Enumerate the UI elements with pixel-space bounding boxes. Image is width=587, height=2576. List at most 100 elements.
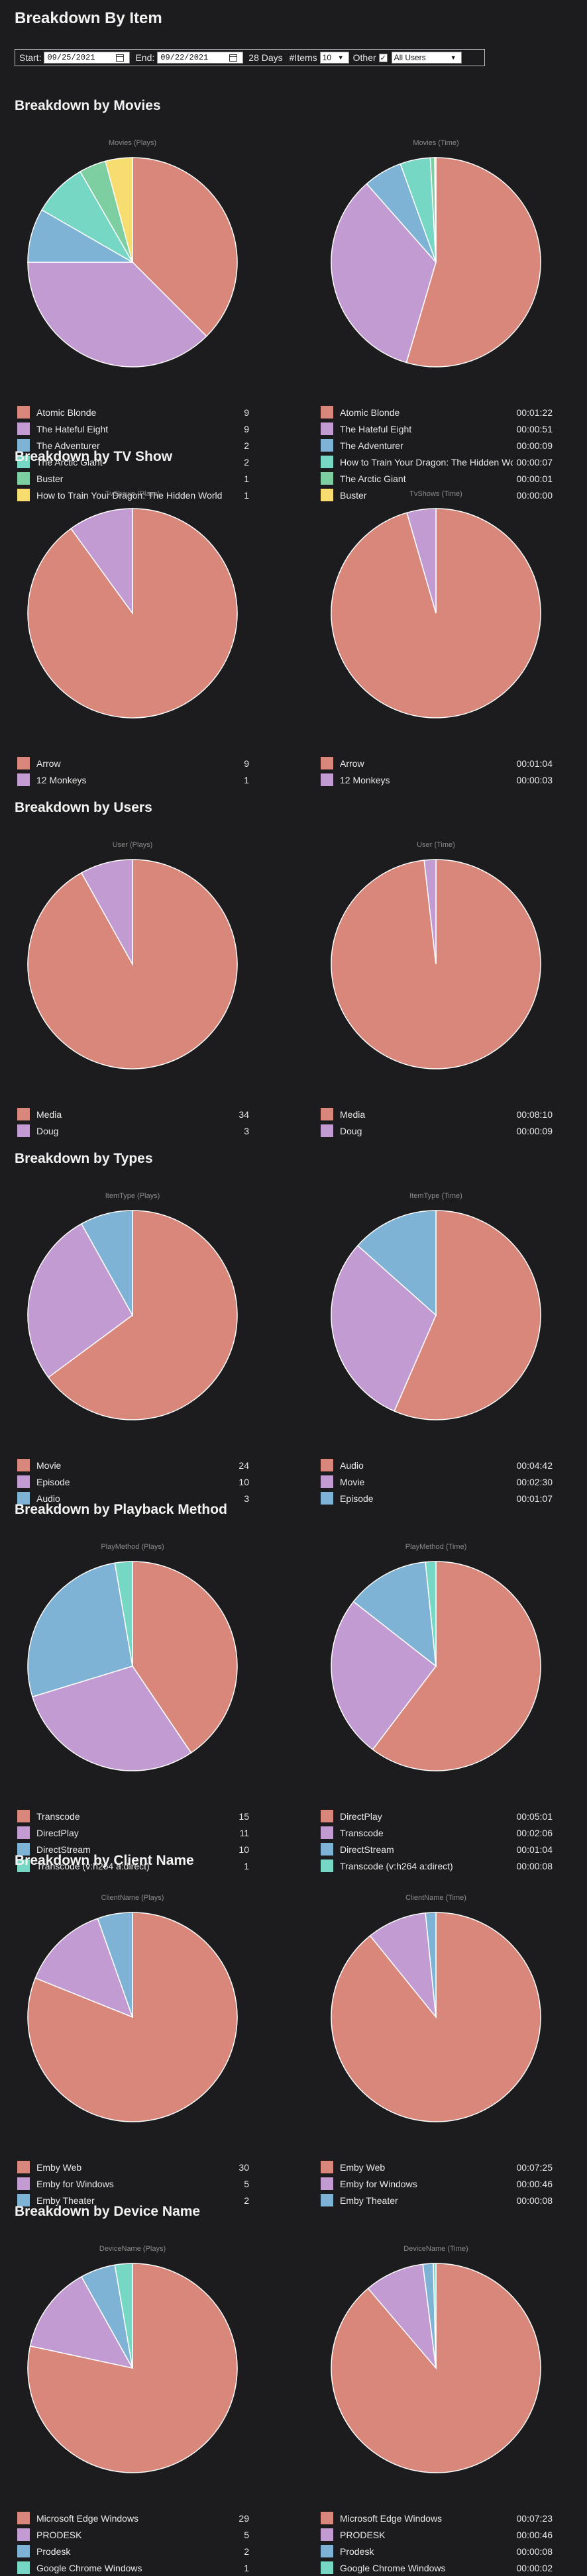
items-select[interactable]: 10 ▼ bbox=[319, 52, 349, 64]
legend-swatch bbox=[17, 2177, 30, 2190]
pie-slice[interactable] bbox=[132, 157, 238, 337]
legend-row[interactable]: Media 00:08:10 bbox=[321, 1106, 553, 1122]
end-date-input[interactable]: 09/22/2021 bbox=[157, 52, 244, 64]
pie-slice[interactable] bbox=[406, 508, 437, 614]
start-date-input[interactable]: 09/25/2021 bbox=[44, 52, 131, 64]
legend-row[interactable]: Transcode (v:h264 a:direct) 00:00:08 bbox=[321, 1858, 553, 1874]
pie-slice[interactable] bbox=[367, 2263, 437, 2370]
legend-row[interactable]: Emby Web 30 bbox=[17, 2159, 249, 2175]
legend-row[interactable]: Audio 3 bbox=[17, 1490, 249, 1507]
pie-slice[interactable] bbox=[47, 1210, 238, 1420]
legend-row[interactable]: The Adventurer 00:00:09 bbox=[321, 437, 553, 454]
legend-row[interactable]: Emby Theater 00:00:08 bbox=[321, 2192, 553, 2208]
pie-slice[interactable] bbox=[331, 1601, 437, 1750]
pie-slice[interactable] bbox=[405, 157, 541, 368]
pie-slice[interactable] bbox=[356, 1210, 437, 1316]
pie-slice[interactable] bbox=[425, 1912, 437, 2018]
pie-slice[interactable] bbox=[27, 262, 207, 368]
pie-slice[interactable] bbox=[352, 1561, 437, 1667]
legend-row[interactable]: Doug 3 bbox=[17, 1122, 249, 1139]
pie-slice[interactable] bbox=[331, 183, 437, 364]
legend-row[interactable]: DirectPlay 11 bbox=[17, 1824, 249, 1841]
legend-row[interactable]: Emby Theater 2 bbox=[17, 2192, 249, 2208]
legend-row[interactable]: PRODESK 00:00:46 bbox=[321, 2526, 553, 2543]
legend-row[interactable]: 12 Monkeys 1 bbox=[17, 771, 249, 788]
pie-slice[interactable] bbox=[331, 1244, 437, 1412]
legend-row[interactable]: Doug 00:00:09 bbox=[321, 1122, 553, 1139]
pie-slice[interactable] bbox=[423, 859, 437, 965]
legend-row[interactable]: PRODESK 5 bbox=[17, 2526, 249, 2543]
pie-slice[interactable] bbox=[29, 2276, 134, 2369]
pie-slice[interactable] bbox=[105, 157, 133, 263]
legend-row[interactable]: Emby for Windows 5 bbox=[17, 2175, 249, 2192]
legend-row[interactable]: Arrow 00:01:04 bbox=[321, 755, 553, 771]
pie-slice[interactable] bbox=[80, 859, 133, 966]
pie-slice[interactable] bbox=[394, 1210, 541, 1420]
legend-value: 00:01:22 bbox=[516, 407, 553, 418]
legend-row[interactable]: Emby Web 00:07:25 bbox=[321, 2159, 553, 2175]
legend-row[interactable]: Atomic Blonde 9 bbox=[17, 404, 249, 421]
legend-row[interactable]: The Adventurer 2 bbox=[17, 437, 249, 454]
legend-row[interactable]: Transcode (v:h264 a:direct) 1 bbox=[17, 1858, 249, 1874]
pie-slice[interactable] bbox=[27, 1223, 133, 1379]
pie-slice[interactable] bbox=[27, 1912, 238, 2122]
legend-value: 00:00:46 bbox=[516, 2529, 553, 2540]
legend-row[interactable]: Episode 00:01:07 bbox=[321, 1490, 553, 1507]
legend-row[interactable]: Microsoft Edge Windows 29 bbox=[17, 2510, 249, 2526]
pie-slice[interactable] bbox=[34, 1918, 134, 2018]
legend-row[interactable]: Emby for Windows 00:00:46 bbox=[321, 2175, 553, 2192]
pie-slice[interactable] bbox=[433, 2263, 437, 2369]
legend-row[interactable]: How to Train Your Dragon: The Hidden Wor… bbox=[17, 487, 249, 503]
legend-value: 00:05:01 bbox=[516, 1810, 553, 1822]
legend-row[interactable]: How to Train Your Dragon: The Hidden Wor… bbox=[321, 454, 553, 470]
legend-row[interactable]: The Hateful Eight 9 bbox=[17, 421, 249, 437]
other-checkbox[interactable]: ✓ bbox=[378, 53, 388, 62]
pie-slice[interactable] bbox=[132, 1561, 238, 1754]
legend-row[interactable]: Atomic Blonde 00:01:22 bbox=[321, 404, 553, 421]
legend-row[interactable]: DirectPlay 00:05:01 bbox=[321, 1808, 553, 1824]
calendar-icon[interactable] bbox=[116, 54, 125, 62]
legend-row[interactable]: Google Chrome Windows 1 bbox=[17, 2559, 249, 2576]
users-select[interactable]: All Users ▼ bbox=[391, 52, 462, 64]
pie-slice[interactable] bbox=[27, 1562, 133, 1698]
calendar-icon[interactable] bbox=[229, 54, 238, 62]
legend-row[interactable]: Prodesk 2 bbox=[17, 2543, 249, 2559]
legend-row[interactable]: The Hateful Eight 00:00:51 bbox=[321, 421, 553, 437]
pie-slice[interactable] bbox=[372, 1561, 541, 1771]
pie-slice[interactable] bbox=[31, 1665, 192, 1771]
legend-row[interactable]: DirectStream 00:01:04 bbox=[321, 1841, 553, 1858]
legend-row[interactable]: Transcode 00:02:06 bbox=[321, 1824, 553, 1841]
legend-row[interactable]: Microsoft Edge Windows 00:07:23 bbox=[321, 2510, 553, 2526]
legend-swatch bbox=[321, 1124, 333, 1137]
legend-row[interactable]: Audio 00:04:42 bbox=[321, 1457, 553, 1473]
legend-row[interactable]: Movie 00:02:30 bbox=[321, 1473, 553, 1490]
legend-row[interactable]: Buster 00:00:00 bbox=[321, 487, 553, 503]
legend-row[interactable]: Transcode 15 bbox=[17, 1808, 249, 1824]
pie-slice[interactable] bbox=[70, 508, 133, 615]
legend-value: 1 bbox=[244, 774, 249, 785]
page-title: Breakdown By Item bbox=[15, 9, 162, 27]
legend-row[interactable]: Media 34 bbox=[17, 1106, 249, 1122]
legend-label: Microsoft Edge Windows bbox=[36, 2512, 139, 2524]
pie-slice[interactable] bbox=[425, 1561, 437, 1667]
section-title: Breakdown by Playback Method bbox=[15, 1502, 227, 1517]
chart-title: Movies (Plays) bbox=[108, 139, 157, 147]
end-date-value: 09/22/2021 bbox=[160, 53, 209, 62]
pie-slice[interactable] bbox=[369, 1912, 437, 2019]
pie-slice[interactable] bbox=[434, 157, 437, 263]
pie-slice[interactable] bbox=[114, 1561, 133, 1667]
legend-row[interactable]: Movie 24 bbox=[17, 1457, 249, 1473]
legend-row[interactable]: Prodesk 00:00:08 bbox=[321, 2543, 553, 2559]
pie-slice[interactable] bbox=[114, 2263, 133, 2369]
legend-label: The Adventurer bbox=[340, 440, 403, 451]
legend-row[interactable]: Episode 10 bbox=[17, 1473, 249, 1490]
legend-row[interactable]: The Arctic Giant 2 bbox=[17, 454, 249, 470]
legend-row[interactable]: DirectStream 10 bbox=[17, 1841, 249, 1858]
legend-row[interactable]: 12 Monkeys 00:00:03 bbox=[321, 771, 553, 788]
legend-row[interactable]: Arrow 9 bbox=[17, 755, 249, 771]
legend-row[interactable]: Buster 1 bbox=[17, 470, 249, 487]
legend-row[interactable]: Google Chrome Windows 00:00:02 bbox=[321, 2559, 553, 2576]
pie-slice[interactable] bbox=[97, 1912, 133, 2018]
legend-row[interactable]: The Arctic Giant 00:00:01 bbox=[321, 470, 553, 487]
pie-slice[interactable] bbox=[80, 1210, 133, 1317]
